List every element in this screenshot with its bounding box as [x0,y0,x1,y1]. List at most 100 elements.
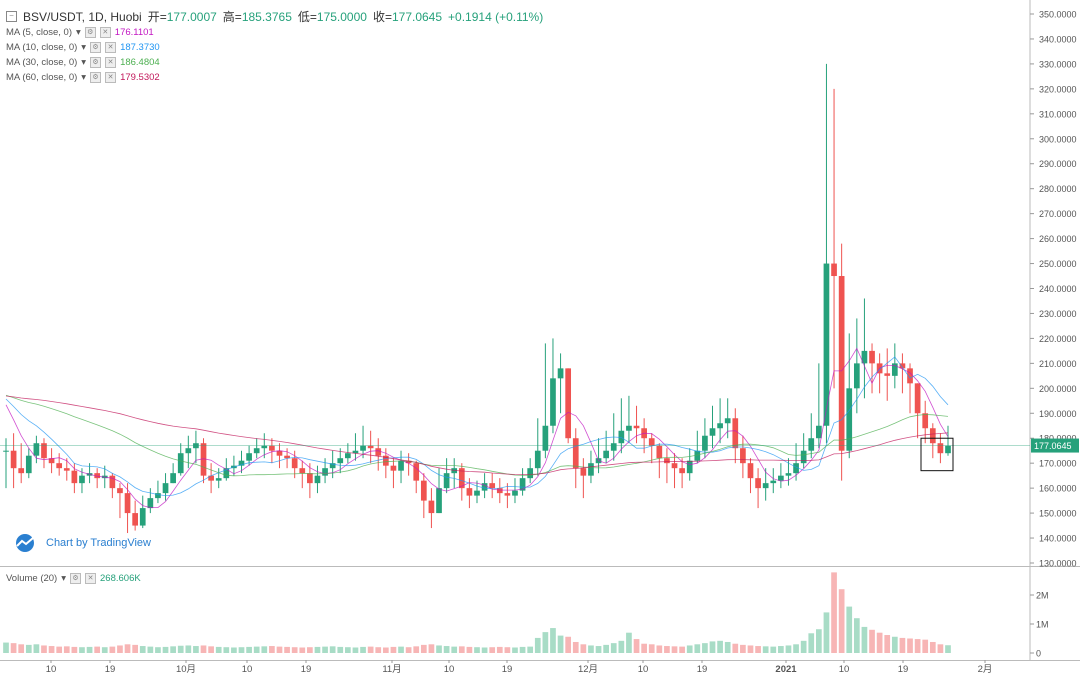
settings-icon[interactable]: ⚙ [90,72,102,83]
volume-bar [170,646,176,653]
volume-bar [595,646,602,653]
volume-bar [33,644,40,653]
volume-bar [238,647,245,653]
volume-bar [71,646,78,653]
volume-bar [899,637,906,653]
ma5-label: MA (5, close, 0) [6,27,72,38]
volume-bar [785,645,792,653]
candle-body [770,480,777,484]
candle-body [519,478,526,491]
price-tick-label: 130.0000 [1039,559,1077,569]
candle-body [10,450,17,469]
volume-bar [314,646,321,653]
volume-bar [382,647,389,653]
volume-bar [109,646,116,653]
volume-bar [177,645,184,653]
chevron-down-icon[interactable]: ▾ [81,57,87,68]
volume-bar [261,646,268,653]
time-tick-label: 10 [444,664,455,675]
volume-bar [557,635,564,653]
candle-body [929,428,936,444]
collapse-icon[interactable]: − [6,11,17,22]
close-icon[interactable]: ✕ [85,573,97,584]
settings-icon[interactable]: ⚙ [84,27,96,38]
volume-bar [56,646,63,653]
candle-body [717,423,723,429]
volume-bar [937,644,944,653]
candle-body [550,378,556,426]
candle-body [56,463,63,469]
candle-body [436,488,442,514]
volume-bar [914,639,921,653]
last-price-tag-label: 177.0645 [1034,441,1072,451]
time-tick-label: 2021 [775,664,797,675]
price-tick-label: 300.0000 [1039,134,1077,144]
candle-body [504,493,511,496]
volume-tick-label: 0 [1036,649,1041,659]
close-icon[interactable]: ✕ [105,57,117,68]
ma30-legend[interactable]: MA (30, close, 0) ▾ ⚙ ✕ 186.4804 [6,57,160,68]
candle-body [740,448,746,464]
chart-header: − BSV/USDT, 1D, Huobi 开= 177.0007 高= 185.3… [6,8,543,25]
candle-body [907,368,913,384]
volume-bar [132,644,138,653]
chevron-down-icon[interactable]: ▾ [81,72,87,83]
volume-bar [451,646,458,653]
price-tick-label: 200.0000 [1039,384,1077,394]
volume-bar [79,647,85,653]
candle-body [329,463,336,469]
ma30-label: MA (30, close, 0) [6,57,78,68]
candle-body [132,513,138,526]
settings-icon[interactable]: ⚙ [90,42,102,53]
ma60-legend[interactable]: MA (60, close, 0) ▾ ⚙ ✕ 179.5302 [6,72,160,83]
candle-body [18,468,25,474]
volume-bar [610,643,617,653]
price-tick-label: 250.0000 [1039,259,1077,269]
volume-bar [94,646,101,653]
close-icon[interactable]: ✕ [99,27,111,38]
price-tick-label: 140.0000 [1039,534,1077,544]
volume-bar [770,646,777,653]
volume-bar [679,646,685,653]
volume-bar [618,640,625,653]
time-tick-label: 12月 [578,664,598,675]
price-tick-label: 230.0000 [1039,309,1077,319]
close-icon[interactable]: ✕ [105,42,117,53]
candle-body [276,450,283,456]
candle-body [671,463,678,469]
ma5-legend[interactable]: MA (5, close, 0) ▾ ⚙ ✕ 176.1101 [6,27,154,38]
tradingview-watermark[interactable]: Chart by TradingView [12,534,151,552]
volume-bar [63,646,70,653]
candle-body [914,383,921,414]
settings-icon[interactable]: ⚙ [70,573,82,584]
volume-legend[interactable]: Volume (20) ▾ ⚙ ✕ 268.606K [6,573,141,584]
close-icon[interactable]: ✕ [105,72,117,83]
volume-bar [481,647,488,653]
candle-body [109,475,116,489]
volume-bar [253,646,260,653]
candle-body [580,468,587,476]
candle-body [139,508,146,526]
candle-body [496,488,503,494]
candle-body [405,460,412,464]
candle-body [481,483,488,491]
ma10-legend[interactable]: MA (10, close, 0) ▾ ⚙ ✕ 187.3730 [6,42,160,53]
volume-bar [512,647,518,653]
candle-body [155,493,161,499]
volume-bar [588,645,594,653]
candle-body [238,460,245,466]
chevron-down-icon[interactable]: ▾ [76,27,81,38]
candle-body [345,453,351,459]
candle-body [512,490,518,496]
settings-icon[interactable]: ⚙ [90,57,102,68]
chevron-down-icon[interactable]: ▾ [81,42,87,53]
volume-bar [284,646,290,653]
chevron-down-icon[interactable]: ▾ [61,573,67,584]
volume-bar [124,644,131,653]
volume-bar [398,646,404,653]
volume-bar [633,639,640,653]
candle-body [702,435,708,451]
time-tick-label: 19 [105,664,116,675]
volume-bar [793,644,799,653]
